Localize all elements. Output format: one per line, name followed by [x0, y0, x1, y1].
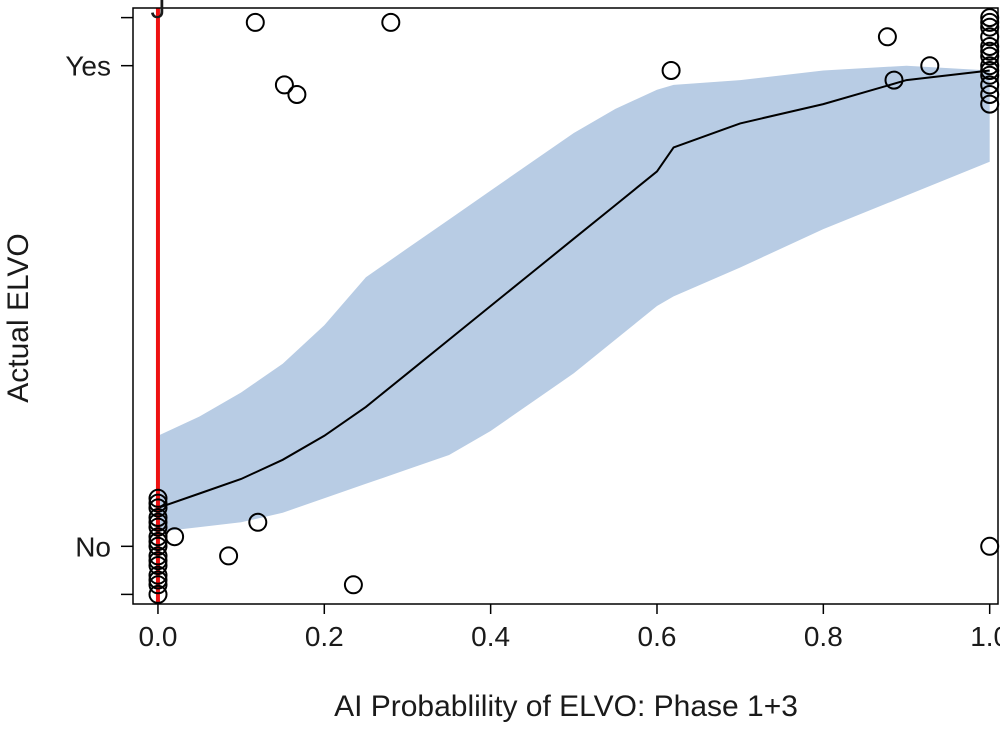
data-point: [148, 584, 168, 604]
data-point: [980, 536, 1000, 556]
data-point: [165, 527, 185, 547]
data-point: [148, 508, 168, 527]
x-tick-label: 0.0: [138, 621, 177, 652]
plot-layer: 0.0 0.2 0.4 0.6 0.8 1.0 No Yes: [65, 7, 1000, 652]
fit-line: [157, 69, 990, 509]
plot-frame: [132, 7, 999, 605]
x-tick-label: 0.4: [471, 621, 510, 652]
x-axis-label: AI Probablility of ELVO: Phase 1+3: [334, 690, 798, 723]
x-tick-label: 0.6: [638, 621, 677, 652]
data-point: [245, 12, 265, 32]
data-point: [661, 61, 681, 80]
data-point: [884, 70, 904, 90]
data-point: [343, 575, 363, 595]
data-point: [148, 570, 168, 590]
data-point: [248, 512, 268, 532]
data-point: [148, 556, 168, 575]
panel-label: J: [151, 0, 166, 25]
data-point: [219, 546, 239, 566]
data-point: [148, 565, 168, 585]
data-point: [148, 512, 168, 532]
data-point: [148, 493, 168, 513]
data-point: [148, 551, 168, 571]
data-point: [877, 27, 897, 47]
data-point: [920, 56, 940, 76]
x-tick-label: 0.2: [305, 621, 344, 652]
data-point: [287, 85, 307, 104]
x-tick-label: 1.0: [970, 621, 1000, 652]
y-tick-label: No: [75, 531, 111, 562]
data-point: [148, 546, 168, 566]
data-point: [148, 488, 168, 508]
y-axis-label: Actual ELVO: [2, 233, 35, 403]
confidence-band: [158, 65, 990, 532]
data-point: [148, 517, 168, 537]
data-point: [148, 536, 168, 556]
y-tick-label: Yes: [65, 51, 111, 82]
data-point: [274, 75, 294, 95]
x-tick-label: 0.8: [804, 621, 843, 652]
data-point: [148, 498, 168, 518]
data-point: [148, 575, 168, 595]
data-point: [381, 12, 401, 32]
